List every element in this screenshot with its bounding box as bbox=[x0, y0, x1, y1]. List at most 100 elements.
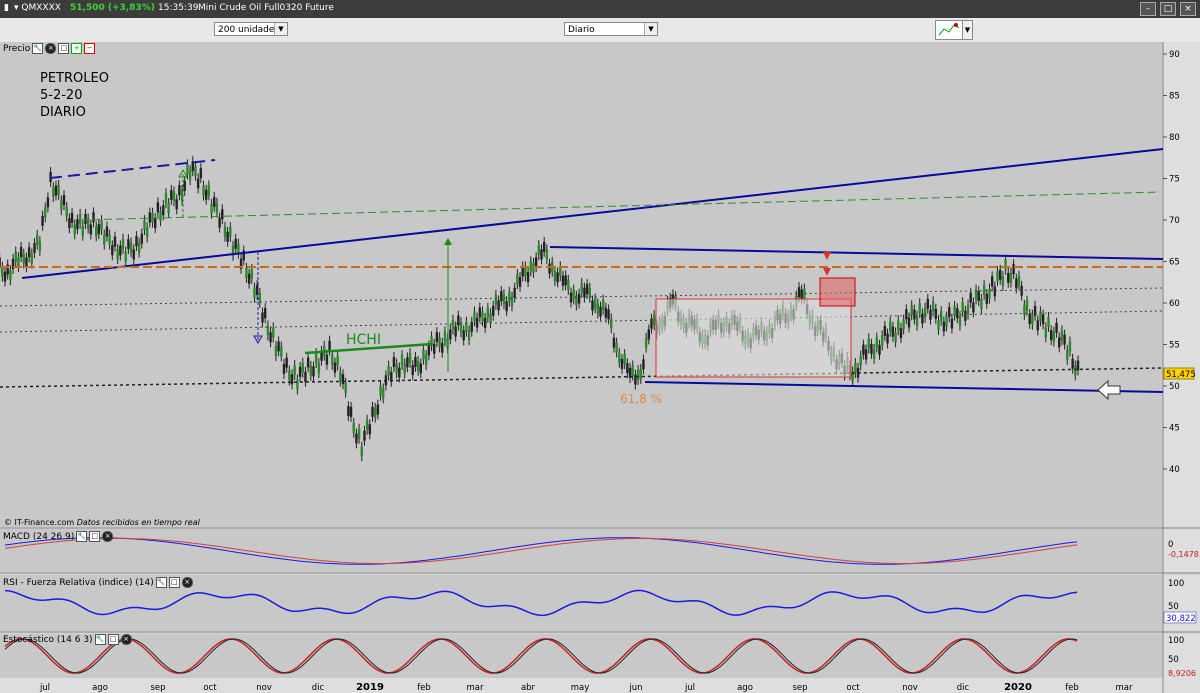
candle-body bbox=[387, 365, 390, 376]
candle-body bbox=[135, 236, 138, 247]
candle-body bbox=[931, 301, 935, 312]
candle-body bbox=[481, 311, 484, 322]
candle-body bbox=[395, 363, 398, 374]
window-icon[interactable]: □ bbox=[107, 634, 119, 645]
chevron-down-icon: ▼ bbox=[274, 23, 287, 35]
candle-body bbox=[392, 356, 396, 367]
macd-value: -0,1478 bbox=[1168, 550, 1199, 559]
close-button[interactable]: × bbox=[1180, 2, 1196, 16]
candle-body bbox=[183, 180, 186, 191]
candle-body bbox=[137, 242, 141, 253]
candle-body bbox=[57, 184, 60, 195]
candle-body bbox=[457, 315, 460, 326]
window-icon[interactable]: □ bbox=[168, 577, 180, 588]
candle-body bbox=[510, 296, 514, 307]
candle-body bbox=[245, 267, 248, 278]
candle-body bbox=[247, 273, 251, 284]
candle-body bbox=[363, 430, 366, 441]
candle-body bbox=[636, 370, 640, 381]
stoch-d-line bbox=[4, 638, 1078, 674]
remove-indicator-icon[interactable]: − bbox=[84, 43, 96, 54]
candle-body bbox=[116, 249, 119, 260]
arrow-up-icon bbox=[178, 168, 188, 178]
x-axis-label: dic bbox=[312, 683, 325, 693]
x-axis-label: nov bbox=[902, 683, 918, 693]
wrench-icon[interactable]: 🔧 bbox=[155, 577, 167, 588]
candle-body bbox=[156, 202, 160, 213]
candle-body bbox=[191, 161, 194, 172]
candle-body bbox=[902, 319, 905, 330]
candle-body bbox=[148, 212, 152, 223]
chart-type-dropdown[interactable]: ▼ bbox=[962, 20, 973, 40]
candle-body bbox=[473, 311, 476, 322]
annotation-line-2: 5-2-20 bbox=[40, 88, 82, 103]
candle-body bbox=[154, 218, 157, 229]
candle-body bbox=[376, 404, 380, 415]
wrench-icon[interactable]: 🔧 bbox=[32, 43, 44, 54]
candle-body bbox=[620, 358, 624, 369]
candle-body bbox=[572, 289, 575, 300]
candle-body bbox=[443, 331, 447, 342]
close-panel-icon[interactable]: × bbox=[45, 43, 57, 54]
window-icon[interactable]: □ bbox=[89, 531, 101, 542]
candle-body bbox=[628, 367, 632, 378]
candle-body bbox=[280, 346, 283, 357]
close-panel-icon[interactable]: × bbox=[120, 634, 132, 645]
price-panel-header: Precio 🔧 × □ + − bbox=[3, 43, 96, 54]
candle-body bbox=[880, 335, 884, 346]
candle-body bbox=[70, 212, 74, 223]
candle-body bbox=[583, 287, 586, 298]
candle-body bbox=[390, 371, 393, 382]
x-axis-label: oct bbox=[203, 683, 217, 693]
candle-body bbox=[556, 272, 559, 283]
candle-body bbox=[647, 329, 650, 340]
maximize-button[interactable]: □ bbox=[1160, 2, 1176, 16]
minimize-button[interactable]: – bbox=[1140, 2, 1156, 16]
candle-body bbox=[797, 287, 801, 298]
chart-area[interactable]: PETROLEO 5-2-20 DIARIO HCHI 61,8 % © IT-… bbox=[0, 42, 1200, 693]
candle-body bbox=[223, 226, 227, 237]
candle-body bbox=[996, 271, 999, 282]
wrench-icon[interactable]: 🔧 bbox=[94, 634, 106, 645]
chart-type-button[interactable] bbox=[935, 20, 963, 40]
x-axis-label: ago bbox=[92, 683, 108, 693]
close-panel-icon[interactable]: × bbox=[102, 531, 114, 542]
candle-body bbox=[1055, 322, 1058, 333]
macd-panel-header: MACD (24 26 9) 🔧 □ × bbox=[3, 531, 114, 542]
candle-body bbox=[634, 374, 637, 385]
candle-body bbox=[548, 263, 551, 274]
candle-body bbox=[650, 318, 653, 329]
candle-body bbox=[86, 218, 90, 229]
add-indicator-icon[interactable]: + bbox=[71, 43, 83, 54]
candle-body bbox=[264, 308, 267, 319]
symbol-dropdown[interactable]: ▾ QMXXXX bbox=[14, 3, 61, 13]
candle-body bbox=[357, 428, 361, 439]
symbol: QMXXXX bbox=[21, 3, 61, 13]
y-tick-label: 70 bbox=[1169, 216, 1180, 226]
x-axis-label: feb bbox=[1065, 683, 1079, 693]
units-select[interactable]: 200 unidades ▼ bbox=[214, 22, 288, 36]
close-panel-icon[interactable]: × bbox=[181, 577, 193, 588]
period-select[interactable]: Diario ▼ bbox=[564, 22, 658, 36]
candle-body bbox=[341, 374, 345, 385]
candle-body bbox=[508, 291, 511, 302]
candle-body bbox=[615, 342, 618, 353]
price-axis bbox=[1163, 42, 1200, 527]
wrench-icon[interactable]: 🔧 bbox=[76, 531, 88, 542]
candle-body bbox=[905, 309, 908, 320]
candle-body bbox=[14, 251, 17, 262]
candle-body bbox=[652, 315, 656, 326]
candle-body bbox=[172, 191, 176, 202]
candle-body bbox=[529, 261, 532, 272]
candle-body bbox=[274, 346, 278, 357]
candle-body bbox=[336, 355, 339, 366]
candle-body bbox=[237, 243, 240, 254]
candle-body bbox=[1004, 259, 1007, 270]
stoch-tick-100: 100 bbox=[1168, 636, 1184, 646]
window-icon[interactable]: □ bbox=[58, 43, 70, 54]
candle-body bbox=[897, 320, 900, 331]
candle-body bbox=[103, 234, 106, 245]
candle-body bbox=[462, 330, 465, 341]
candle-body bbox=[913, 309, 916, 320]
candle-body bbox=[937, 319, 940, 330]
